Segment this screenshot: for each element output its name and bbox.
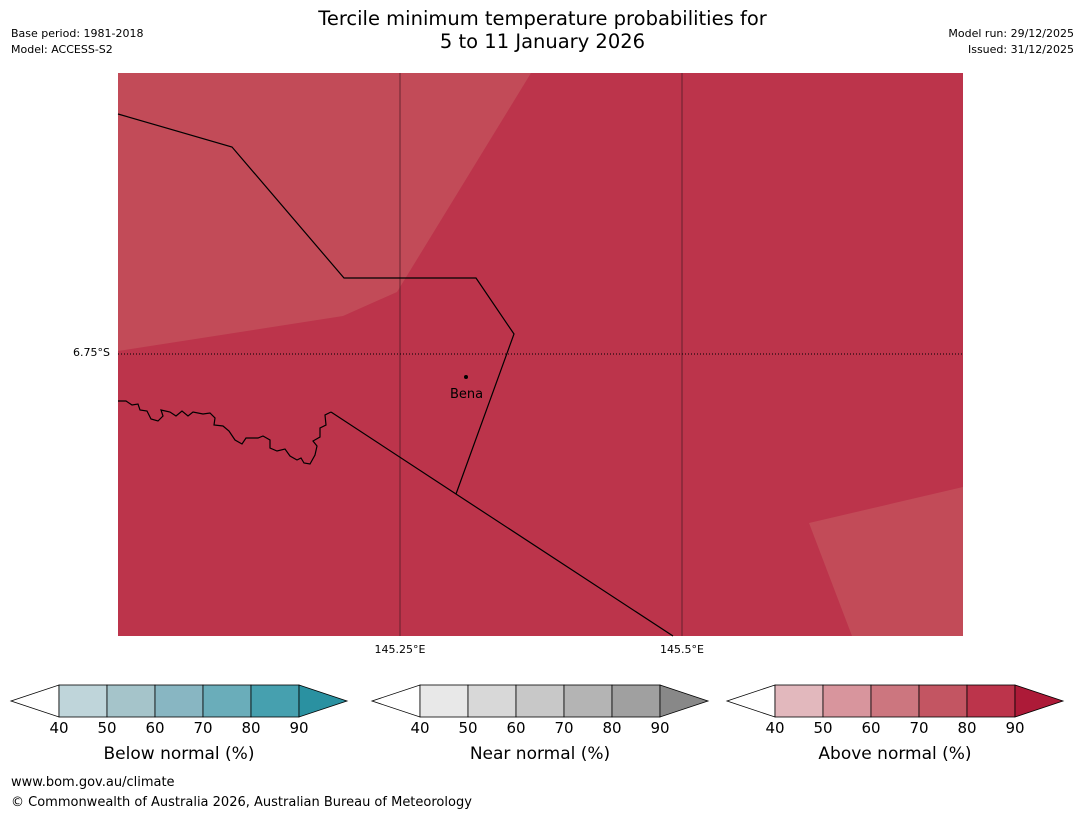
colorbar-above-seg-40-50 <box>774 684 824 718</box>
colorbar-above-tick: 80 <box>957 719 977 737</box>
issued-text: Issued: 31/12/2025 <box>967 43 1074 56</box>
colorbar-above-seg-60-70 <box>870 684 920 718</box>
colorbar-near-tick: 50 <box>458 719 478 737</box>
probability-region-70-80-northwest <box>118 73 531 351</box>
colorbar-near-seg-80-90 <box>611 684 661 718</box>
colorbar-near-tick: 40 <box>410 719 430 737</box>
colorbar-above-tick: 70 <box>909 719 929 737</box>
colorbar-below-seg-40-50 <box>58 684 108 718</box>
colorbar-near-extend-low <box>370 684 421 718</box>
colorbar-above-extend-high <box>1014 684 1065 718</box>
lon-tick-145-5: 145.5°E <box>660 643 704 656</box>
colorbar-above-extend-low <box>725 684 776 718</box>
province-boundary-south <box>330 411 674 637</box>
colorbar-below-tick: 50 <box>97 719 117 737</box>
colorbar-below-seg-50-60 <box>106 684 156 718</box>
map-title-line1: Tercile minimum temperature probabilitie… <box>318 7 767 30</box>
colorbar-below-normal <box>9 684 349 718</box>
colorbar-near-seg-50-60 <box>467 684 517 718</box>
colorbar-below-extend-high <box>298 684 349 718</box>
map-title-line2: 5 to 11 January 2026 <box>439 30 646 53</box>
place-label-bena: Bena <box>450 387 484 402</box>
river-boundary <box>118 400 332 465</box>
colorbar-near-normal <box>370 684 710 718</box>
map-title: Tercile minimum temperature probabilitie… <box>0 7 1085 53</box>
colorbar-below-tick: 90 <box>289 719 309 737</box>
colorbar-near-extend-high <box>659 684 710 718</box>
model-run-text: Model run: 29/12/2025 <box>948 27 1074 40</box>
colorbar-near-seg-70-80 <box>563 684 613 718</box>
colorbar-above-tick: 50 <box>813 719 833 737</box>
colorbar-above-tick: 40 <box>765 719 785 737</box>
colorbar-below-tick: 70 <box>193 719 213 737</box>
lat-tick-6-75: 6.75°S <box>73 346 110 359</box>
base-period-text: Base period: 1981-2018 <box>11 27 144 40</box>
colorbar-near-tick: 90 <box>650 719 670 737</box>
metadata-right: Model run: 29/12/2025 Issued: 31/12/2025 <box>948 26 1074 58</box>
colorbar-below-seg-70-80 <box>202 684 252 718</box>
colorbar-near-tick: 60 <box>506 719 526 737</box>
colorbar-above-tick: 90 <box>1005 719 1025 737</box>
colorbar-below-tick: 60 <box>145 719 165 737</box>
footer-copyright: © Commonwealth of Australia 2026, Austra… <box>11 795 472 810</box>
colorbar-near-seg-40-50 <box>419 684 469 718</box>
colorbar-below-seg-60-70 <box>154 684 204 718</box>
bena-marker <box>464 375 468 379</box>
colorbar-below-extend-low <box>9 684 60 718</box>
metadata-left: Base period: 1981-2018 Model: ACCESS-S2 <box>11 26 143 58</box>
colorbar-above-label: Above normal (%) <box>818 744 972 764</box>
colorbar-above-tick: 60 <box>861 719 881 737</box>
probability-region-70-80-southeast <box>809 487 963 636</box>
colorbar-near-tick: 80 <box>602 719 622 737</box>
colorbar-below-label: Below normal (%) <box>103 744 255 764</box>
lon-tick-145-25: 145.25°E <box>374 643 426 656</box>
colorbar-above-seg-80-90 <box>966 684 1016 718</box>
colorbar-above-seg-50-60 <box>822 684 872 718</box>
colorbar-below-tick: 40 <box>49 719 69 737</box>
colorbar-near-seg-60-70 <box>515 684 565 718</box>
colorbar-near-tick: 70 <box>554 719 574 737</box>
colorbar-below-tick: 80 <box>241 719 261 737</box>
colorbar-above-seg-70-80 <box>918 684 968 718</box>
colorbar-near-label: Near normal (%) <box>469 744 611 764</box>
model-text: Model: ACCESS-S2 <box>11 43 113 56</box>
colorbar-above-normal <box>725 684 1065 718</box>
footer-url: www.bom.gov.au/climate <box>11 775 175 790</box>
province-boundary-north <box>117 113 515 495</box>
colorbar-below-seg-80-90 <box>250 684 300 718</box>
